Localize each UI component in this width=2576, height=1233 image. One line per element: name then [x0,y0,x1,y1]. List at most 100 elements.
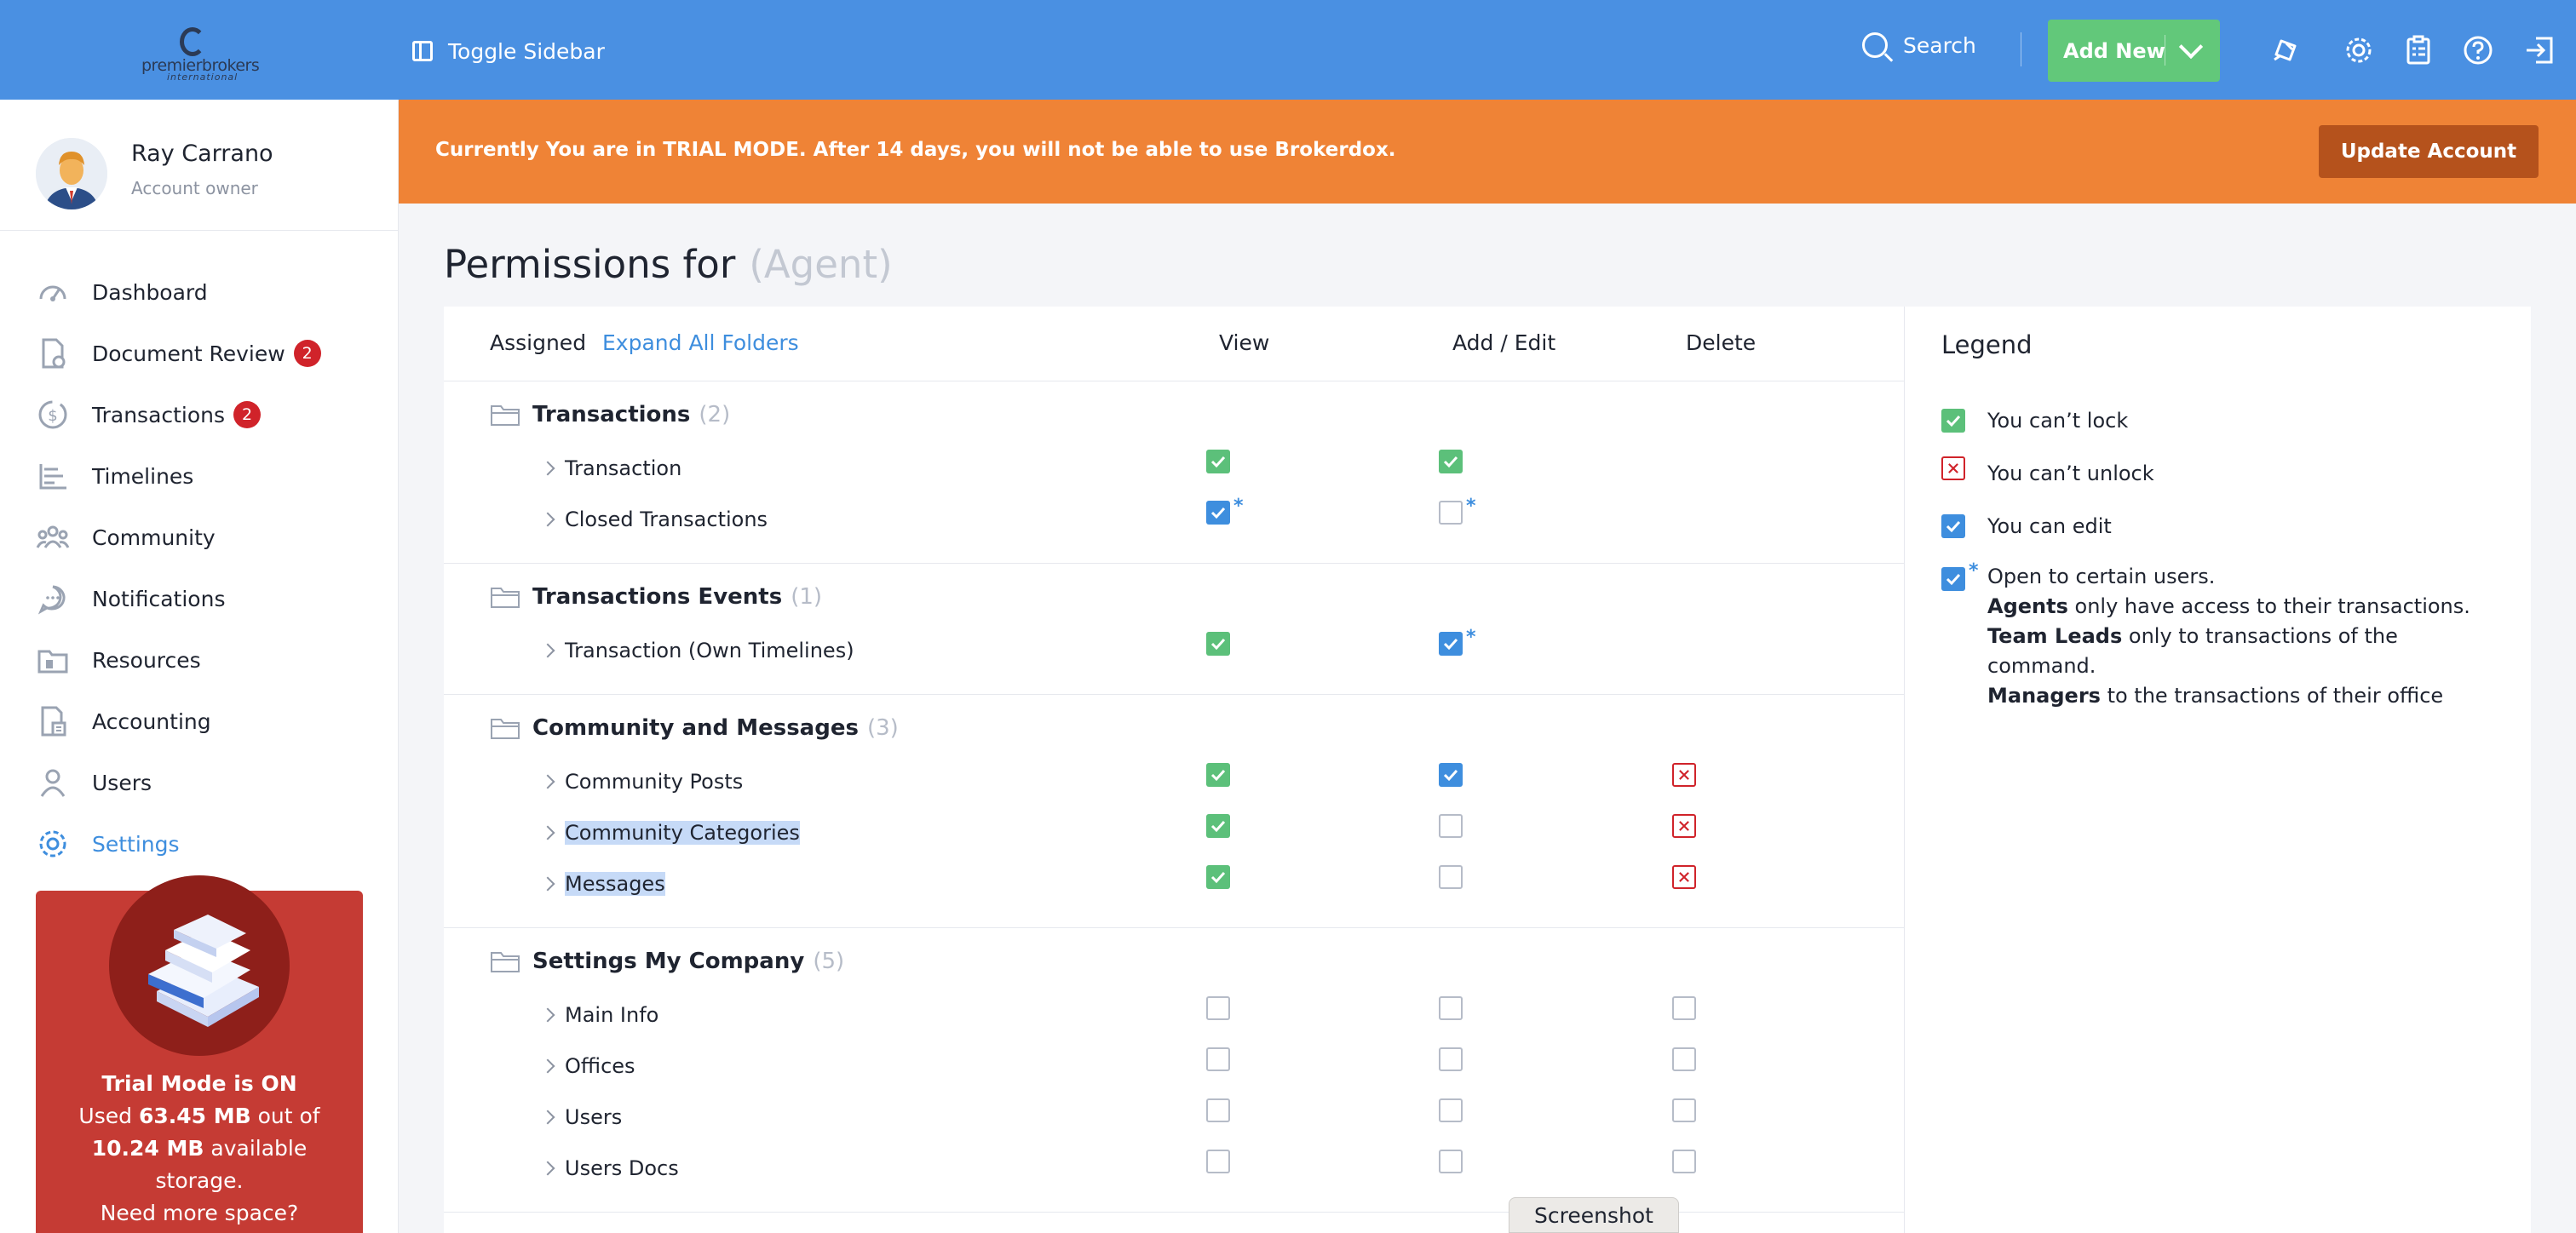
group-title[interactable]: Community and Messages (3) [490,715,899,741]
sidebar-item-users[interactable]: Users [0,752,398,813]
delete-checkbox[interactable] [1672,1098,1696,1122]
permission-row-label[interactable]: Main Info [540,1003,658,1027]
logout-icon[interactable] [2523,34,2556,66]
sidebar-item-accounting[interactable]: Accounting [0,691,398,752]
view-checkbox[interactable] [1206,814,1230,838]
svg-text:$: $ [48,407,57,425]
edit-checkbox[interactable] [1439,1047,1463,1071]
group-title[interactable]: Settings My Company (5) [490,949,844,974]
help-icon[interactable] [2462,34,2494,66]
permission-row-label[interactable]: Transaction [540,456,682,480]
chevron-right-icon[interactable] [540,643,555,658]
permission-row-text: Transaction [565,456,682,480]
toggle-sidebar-button[interactable]: Toggle Sidebar [412,34,605,68]
edit-checkbox[interactable] [1439,865,1463,889]
chevron-down-icon[interactable] [2178,34,2204,60]
edit-checkbox[interactable] [1439,1150,1463,1173]
group-title[interactable]: Transactions Events (1) [490,584,822,610]
legend-cant-unlock-label: You can’t unlock [1987,462,2154,485]
delete-checkbox[interactable] [1672,814,1696,838]
delete-checkbox[interactable] [1672,865,1696,889]
legend-team-leads-text: only to transactions of the [2122,624,2398,648]
view-checkbox[interactable] [1206,450,1230,473]
view-checkbox[interactable] [1206,632,1230,656]
edit-checkbox[interactable] [1439,763,1463,787]
chevron-right-icon[interactable] [540,1161,555,1176]
permission-row-label[interactable]: Transaction (Own Timelines) [540,639,854,662]
user-role: Account owner [131,178,258,198]
chevron-right-icon[interactable] [540,876,555,892]
user-name: Ray Carrano [131,141,273,167]
edit-checkbox[interactable] [1439,501,1463,525]
chevron-right-icon[interactable] [540,825,555,840]
add-new-button[interactable]: Add New [2048,20,2220,82]
star-icon: * [1969,560,1979,582]
sidebar-item-notifications[interactable]: Notifications [0,568,398,629]
view-checkbox[interactable] [1206,1047,1230,1071]
sidebar-item-timelines[interactable]: Timelines [0,445,398,507]
delete-checkbox[interactable] [1672,1150,1696,1173]
view-checkbox[interactable] [1206,1150,1230,1173]
expand-all-folders-link[interactable]: Expand All Folders [602,330,799,355]
view-checkbox[interactable] [1206,1098,1230,1122]
clipboard-icon[interactable] [2402,34,2435,66]
permission-row-label[interactable]: Users [540,1105,622,1129]
sidebar-item-dashboard[interactable]: Dashboard [0,261,398,323]
delete-checkbox[interactable] [1672,1047,1696,1071]
edit-checkbox[interactable] [1439,996,1463,1020]
transactions-count-badge: 2 [233,401,262,428]
user-profile[interactable]: Ray Carrano Account owner [0,100,398,231]
permission-row-label[interactable]: Closed Transactions [540,508,768,531]
restricted-star-icon: * [1466,627,1476,648]
chevron-right-icon[interactable] [540,1058,555,1074]
chevron-right-icon[interactable] [540,461,555,476]
add-edit-column-header: Add / Edit [1452,330,1556,355]
edit-checkbox[interactable] [1439,814,1463,838]
chevron-right-icon[interactable] [540,512,555,527]
permissions-header: Assigned Expand All Folders View Add / E… [444,307,1904,381]
notifications-bell-icon[interactable] [2269,34,2302,66]
edit-checkbox[interactable] [1439,632,1463,656]
search-button[interactable]: Search [1862,32,1976,58]
update-account-button[interactable]: Update Account [2319,125,2539,178]
group-title[interactable]: Transactions (2) [490,402,730,427]
brand-logo[interactable]: premierbrokers international [0,0,399,100]
avatar[interactable] [36,138,107,209]
search-label: Search [1903,32,1976,58]
permission-row-label[interactable]: Community Categories [540,821,800,845]
sidebar-nav: Dashboard Document Review 2 $ Transactio… [0,231,398,875]
permission-row-text: Offices [565,1054,635,1078]
edit-checkbox[interactable] [1439,1098,1463,1122]
folder-icon [490,949,520,973]
view-checkbox[interactable] [1206,996,1230,1020]
sidebar-item-document-review[interactable]: Document Review 2 [0,323,398,384]
permission-row-label[interactable]: Users Docs [540,1156,679,1180]
edit-checkbox[interactable] [1439,450,1463,473]
permission-row-label[interactable]: Offices [540,1054,635,1078]
view-checkbox[interactable] [1206,501,1230,525]
settings-gear-icon[interactable] [2343,34,2375,66]
group-count: (2) [699,402,731,427]
permission-row-label[interactable]: Messages [540,872,665,896]
delete-checkbox[interactable] [1672,996,1696,1020]
legend-open-certain-label: Open to certain users. [1987,565,2216,588]
trial-title: Trial Mode is ON [101,1071,297,1096]
logo-mark-icon [180,27,205,56]
permission-row-label[interactable]: Community Posts [540,770,743,794]
sidebar-item-settings[interactable]: Settings [0,813,398,875]
chevron-right-icon[interactable] [540,1110,555,1125]
sidebar-item-resources[interactable]: Resources [0,629,398,691]
add-new-label: Add New [2063,38,2165,63]
sidebar-item-label: Transactions [92,402,226,427]
need-more-space-link[interactable]: Need more space? [100,1201,299,1225]
checkbox-green-icon [1941,409,1965,433]
delete-checkbox[interactable] [1672,763,1696,787]
sidebar-item-transactions[interactable]: $ Transactions 2 [0,384,398,445]
view-checkbox[interactable] [1206,865,1230,889]
view-checkbox[interactable] [1206,763,1230,787]
chevron-right-icon[interactable] [540,1007,555,1023]
chevron-right-icon[interactable] [540,774,555,789]
legend-managers-text: to the transactions of their office [2100,684,2444,708]
legend-can-edit-label: You can edit [1987,514,2112,538]
sidebar-item-community[interactable]: Community [0,507,398,568]
